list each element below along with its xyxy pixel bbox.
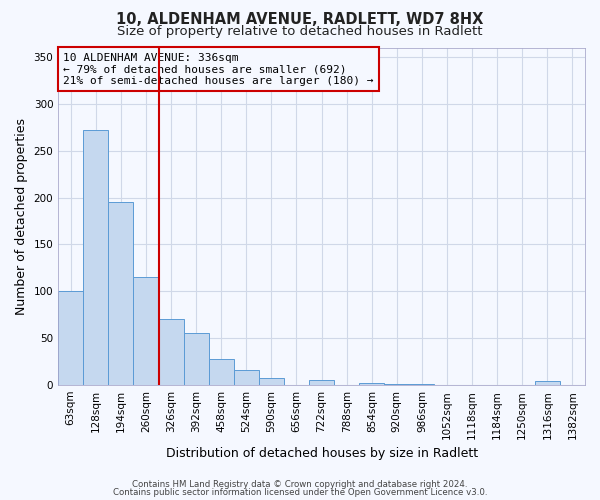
X-axis label: Distribution of detached houses by size in Radlett: Distribution of detached houses by size … — [166, 447, 478, 460]
Bar — [158, 320, 184, 385]
Bar — [209, 359, 234, 385]
Text: Contains HM Land Registry data © Crown copyright and database right 2024.: Contains HM Land Registry data © Crown c… — [132, 480, 468, 489]
Bar — [83, 130, 109, 385]
Bar — [385, 384, 409, 385]
Text: 10, ALDENHAM AVENUE, RADLETT, WD7 8HX: 10, ALDENHAM AVENUE, RADLETT, WD7 8HX — [116, 12, 484, 28]
Text: Size of property relative to detached houses in Radlett: Size of property relative to detached ho… — [117, 25, 483, 38]
Bar — [409, 384, 434, 385]
Bar — [184, 334, 209, 385]
Text: 10 ALDENHAM AVENUE: 336sqm
← 79% of detached houses are smaller (692)
21% of sem: 10 ALDENHAM AVENUE: 336sqm ← 79% of deta… — [64, 52, 374, 86]
Text: Contains public sector information licensed under the Open Government Licence v3: Contains public sector information licen… — [113, 488, 487, 497]
Bar — [309, 380, 334, 385]
Y-axis label: Number of detached properties: Number of detached properties — [15, 118, 28, 315]
Bar — [109, 202, 133, 385]
Bar — [359, 383, 385, 385]
Bar — [133, 277, 158, 385]
Bar — [259, 378, 284, 385]
Bar — [535, 382, 560, 385]
Bar — [234, 370, 259, 385]
Bar — [58, 292, 83, 385]
